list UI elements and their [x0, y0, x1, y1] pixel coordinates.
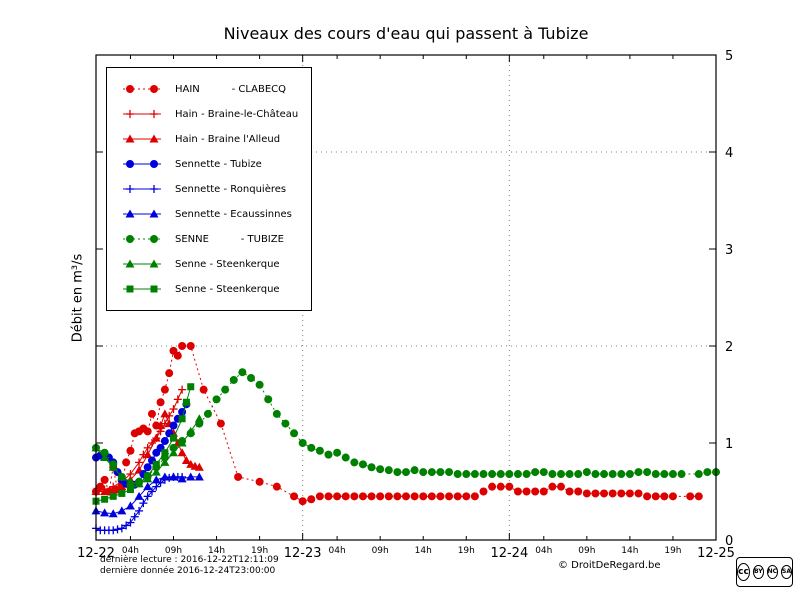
legend-triangle-marker-icon — [123, 209, 161, 218]
x-tick-hour: 04h — [535, 546, 552, 556]
cc-nc-icon: NC — [766, 565, 779, 579]
footer-info: dernière lecture : 2016-12-22T12:11:09 d… — [100, 555, 279, 577]
x-tick-hour: 19h — [664, 546, 681, 556]
x-tick-day: 12-22 — [77, 546, 115, 561]
series-senne-tubize — [92, 368, 720, 489]
legend-item-hain-clabecq: HAIN - CLABECQ — [120, 77, 305, 101]
legend-circle-marker-icon — [123, 85, 161, 93]
x-tick-hour: 09h — [578, 546, 595, 556]
legend-label: Senne - Steenkerque — [175, 283, 280, 295]
last-read-text: dernière lecture : 2016-12-22T12:11:09 — [100, 555, 279, 565]
legend-label: Sennette - Ecaussinnes — [175, 208, 292, 220]
x-tick-hour: 04h — [329, 546, 346, 556]
x-tick-hour: 09h — [165, 546, 182, 556]
legend-item-sennette-tubize: Sennette - Tubize — [120, 152, 305, 176]
x-tick-hour: 04h — [122, 546, 139, 556]
legend-plus-marker-icon — [123, 185, 161, 193]
x-tick-hour: 14h — [621, 546, 638, 556]
x-tick-day: 12-24 — [490, 546, 528, 561]
last-data-text: dernière donnée 2016-12-24T23:00:00 — [100, 566, 276, 576]
y-axis-label: Débit en m³/s — [70, 253, 86, 343]
cc-sa-icon: SA — [781, 565, 792, 579]
x-tick-day: 12-23 — [284, 546, 322, 561]
x-tick-hour: 09h — [372, 546, 389, 556]
chart-title: Niveaux des cours d'eau qui passent à Tu… — [223, 24, 589, 43]
plot-border — [95, 54, 717, 541]
axis-ticks — [95, 54, 717, 541]
y-tick-label: 5 — [725, 49, 733, 64]
legend: HAIN - CLABECQ Hain - Braine-le-Château Ha… — [106, 67, 312, 311]
x-tick-hour: 19h — [458, 546, 475, 556]
y-tick-label: 1 — [725, 437, 733, 452]
y-tick-label: 3 — [725, 243, 733, 258]
legend-item-sennette-ecaussinnes: Sennette - Ecaussinnes — [120, 202, 305, 226]
cc-logo-icon: cc — [737, 563, 750, 581]
x-tick-hour: 19h — [251, 546, 268, 556]
legend-label: SENNE - TUBIZE — [175, 233, 284, 245]
legend-plus-marker-icon — [123, 110, 161, 118]
cc-by-icon: BY — [753, 565, 764, 579]
legend-item-hain-braine-le-chateau: Hain - Braine-le-Château — [120, 102, 305, 126]
legend-label: Sennette - Ronquières — [175, 183, 287, 195]
legend-item-senne-steenkerque-2: Senne - Steenkerque — [120, 277, 305, 301]
legend-item-hain-braine-l-alleud: Hain - Braine l'Alleud — [120, 127, 305, 151]
legend-label: Senne - Steenkerque — [175, 258, 280, 270]
cc-license-badge[interactable]: cc BY NC SA — [736, 557, 793, 587]
x-tick-hour: 14h — [208, 546, 225, 556]
legend-item-sennette-ronquieres: Sennette - Ronquières — [120, 177, 305, 201]
y-tick-label: 4 — [725, 146, 733, 161]
copyright-text: © DroitDeRegard.be — [558, 560, 661, 571]
legend-label: Hain - Braine l'Alleud — [175, 133, 281, 145]
legend-label: HAIN - CLABECQ — [175, 83, 287, 95]
x-tick-hour: 14h — [415, 546, 432, 556]
legend-circle-marker-icon — [123, 235, 161, 243]
legend-triangle-marker-icon — [123, 134, 161, 143]
legend-item-senne-tubize: SENNE - TUBIZE — [120, 227, 305, 251]
x-tick-day: 12-25 — [697, 546, 735, 561]
legend-circle-marker-icon — [123, 160, 161, 168]
legend-label: Sennette - Tubize — [175, 158, 262, 170]
series-sennette-ecaussinnes — [91, 472, 204, 518]
y-tick-label: 0 — [725, 534, 733, 549]
legend-square-marker-icon — [123, 285, 161, 293]
legend-triangle-marker-icon — [123, 259, 161, 268]
legend-item-senne-steenkerque-1: Senne - Steenkerque — [120, 252, 305, 276]
legend-label: Hain - Braine-le-Château — [175, 108, 299, 120]
y-tick-label: 2 — [725, 340, 733, 355]
